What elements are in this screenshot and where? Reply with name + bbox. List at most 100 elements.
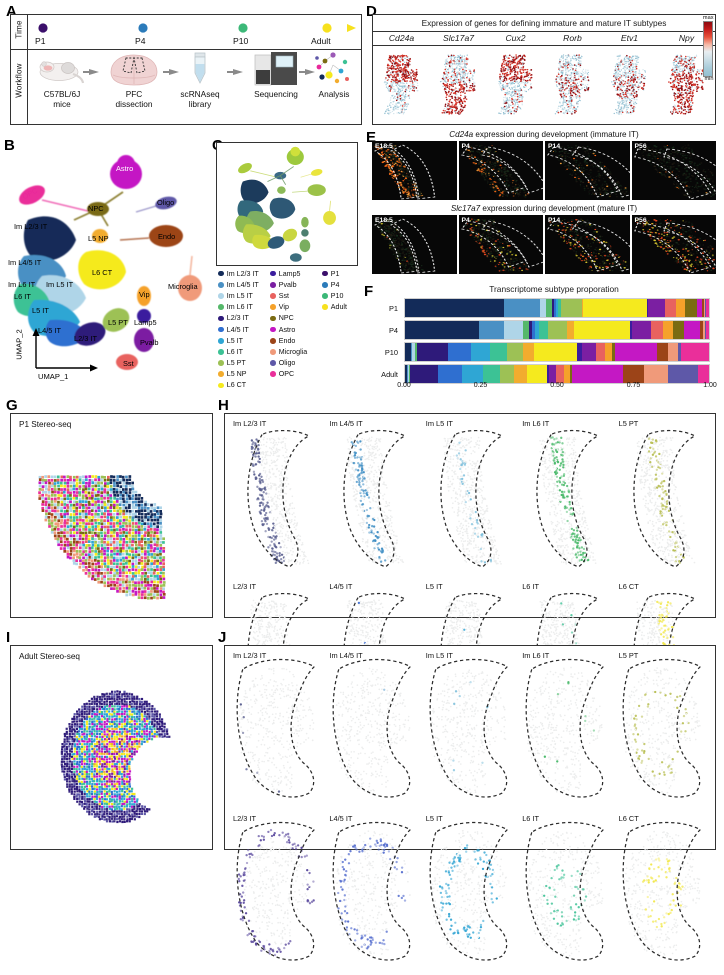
spatial-spot [128, 500, 131, 503]
deconv-spot [652, 537, 654, 539]
deconv-spot [559, 489, 561, 491]
deconv-spot [307, 560, 309, 562]
legend-item-microglia[interactable]: Microglia [270, 346, 307, 357]
legend-item-im-l5-it[interactable]: Im L5 IT [218, 290, 259, 301]
deconv-spot [279, 628, 281, 630]
deconv-spot [560, 437, 562, 439]
legend-item-l6-it[interactable]: L6 IT [218, 346, 259, 357]
deconv-spot [374, 446, 376, 448]
legend-item-im-l6-it[interactable]: Im L6 IT [218, 302, 259, 313]
deconv-spot [676, 541, 678, 543]
deconv-spot [643, 487, 645, 489]
deconv-spot [662, 452, 664, 454]
deconv-spot [493, 536, 495, 538]
legend-item-lamp5[interactable]: Lamp5 [270, 268, 307, 279]
spatial-spot [116, 547, 119, 550]
spatial-spot [57, 522, 60, 525]
spatial-spot [138, 562, 141, 565]
legend-item-l6-ct[interactable]: L6 CT [218, 380, 259, 391]
deconv-spot [264, 489, 266, 491]
legend-item-l5-pt[interactable]: L5 PT [218, 358, 259, 369]
spatial-spot [153, 593, 156, 596]
deconv-spot [651, 509, 653, 511]
deconv-spot [468, 439, 470, 441]
legend-item-pvalb[interactable]: Pvalb [270, 279, 307, 290]
legend-item-l4-5-it[interactable]: L4/5 IT [218, 324, 259, 335]
spatial-spot [63, 522, 66, 525]
legend-item-opc[interactable]: OPC [270, 369, 307, 380]
legend-item-astro[interactable]: Astro [270, 324, 307, 335]
spatial-spot [97, 498, 100, 501]
legend-item-l5-np[interactable]: L5 NP [218, 369, 259, 380]
deconv-spot [265, 455, 267, 457]
spatial-spot [91, 559, 94, 562]
spatial-spot [82, 528, 85, 531]
deconv-spot [277, 506, 279, 508]
deconv-spot [570, 474, 572, 476]
spatial-spot [119, 578, 122, 581]
legend-item-npc[interactable]: NPC [270, 313, 307, 324]
legend-item-p10[interactable]: P10 [322, 290, 347, 301]
spatial-spot [76, 479, 79, 482]
deconv-spot [479, 440, 481, 442]
spatial-spot [76, 556, 79, 559]
legend-item-im-l2-3-it[interactable]: Im L2/3 IT [218, 268, 259, 279]
deconv-spot [639, 464, 641, 466]
deconv-spot [583, 511, 585, 513]
deconv-spot [466, 516, 468, 518]
spatial-spot [66, 510, 69, 513]
deconv-cell-im-l5-it: Im L5 IT [422, 418, 518, 581]
deconv-spot [686, 554, 688, 556]
deconv-spot [277, 614, 279, 616]
deconv-spot [643, 458, 645, 460]
deconv-spot [656, 448, 658, 450]
legend-item-im-l4-5-it[interactable]: Im L4/5 IT [218, 279, 259, 290]
spatial-spot [79, 528, 82, 531]
deconv-spot [669, 560, 671, 562]
deconv-spot [274, 626, 276, 628]
panel-c-umap-age [216, 142, 358, 266]
spatial-spot [122, 572, 125, 575]
spatial-spot [76, 538, 79, 541]
spatial-spot [113, 572, 116, 575]
legend-item-vip[interactable]: Vip [270, 302, 307, 313]
legend-item-adult[interactable]: Adult [322, 302, 347, 313]
deconv-spot [652, 487, 654, 489]
legend-item-oligo[interactable]: Oligo [270, 358, 307, 369]
legend-item-endo[interactable]: Endo [270, 335, 307, 346]
deconv-spot [365, 444, 367, 446]
spatial-spot [92, 528, 95, 531]
deconv-spot [469, 508, 471, 510]
legend-item-l2-3-it[interactable]: L2/3 IT [218, 313, 259, 324]
deconv-spot [588, 547, 590, 549]
legend-item-p4[interactable]: P4 [322, 279, 347, 290]
deconv-spot [454, 449, 456, 451]
spatial-spot [138, 543, 141, 546]
panel-e-row0-gene: Cd24a [449, 130, 473, 139]
deconv-spot [562, 557, 564, 559]
spatial-spot [57, 525, 60, 528]
legend-item-l5-it[interactable]: L5 IT [218, 335, 259, 346]
deconv-spot [290, 541, 292, 543]
deconv-spot [290, 488, 292, 490]
bar-segment-sst [665, 299, 676, 317]
deconv-spot [261, 520, 263, 522]
deconv-spot [557, 546, 559, 548]
spatial-spot [48, 479, 51, 482]
legend-item-sst[interactable]: Sst [270, 290, 307, 301]
deconv-spot [276, 507, 278, 509]
spatial-spot [67, 475, 70, 478]
spatial-spot [138, 494, 141, 497]
deconv-spot [379, 470, 381, 472]
spatial-spot [82, 553, 85, 556]
deconv-spot [548, 471, 550, 473]
spatial-spot [135, 554, 138, 557]
legend-item-p1[interactable]: P1 [322, 268, 347, 279]
deconv-spot [662, 460, 664, 462]
deconv-spot [558, 538, 560, 540]
spatial-spot [48, 504, 51, 507]
spatial-spot [63, 498, 66, 501]
deconv-spot [367, 527, 369, 529]
deconv-spot [544, 484, 546, 486]
spatial-spot [160, 584, 163, 587]
